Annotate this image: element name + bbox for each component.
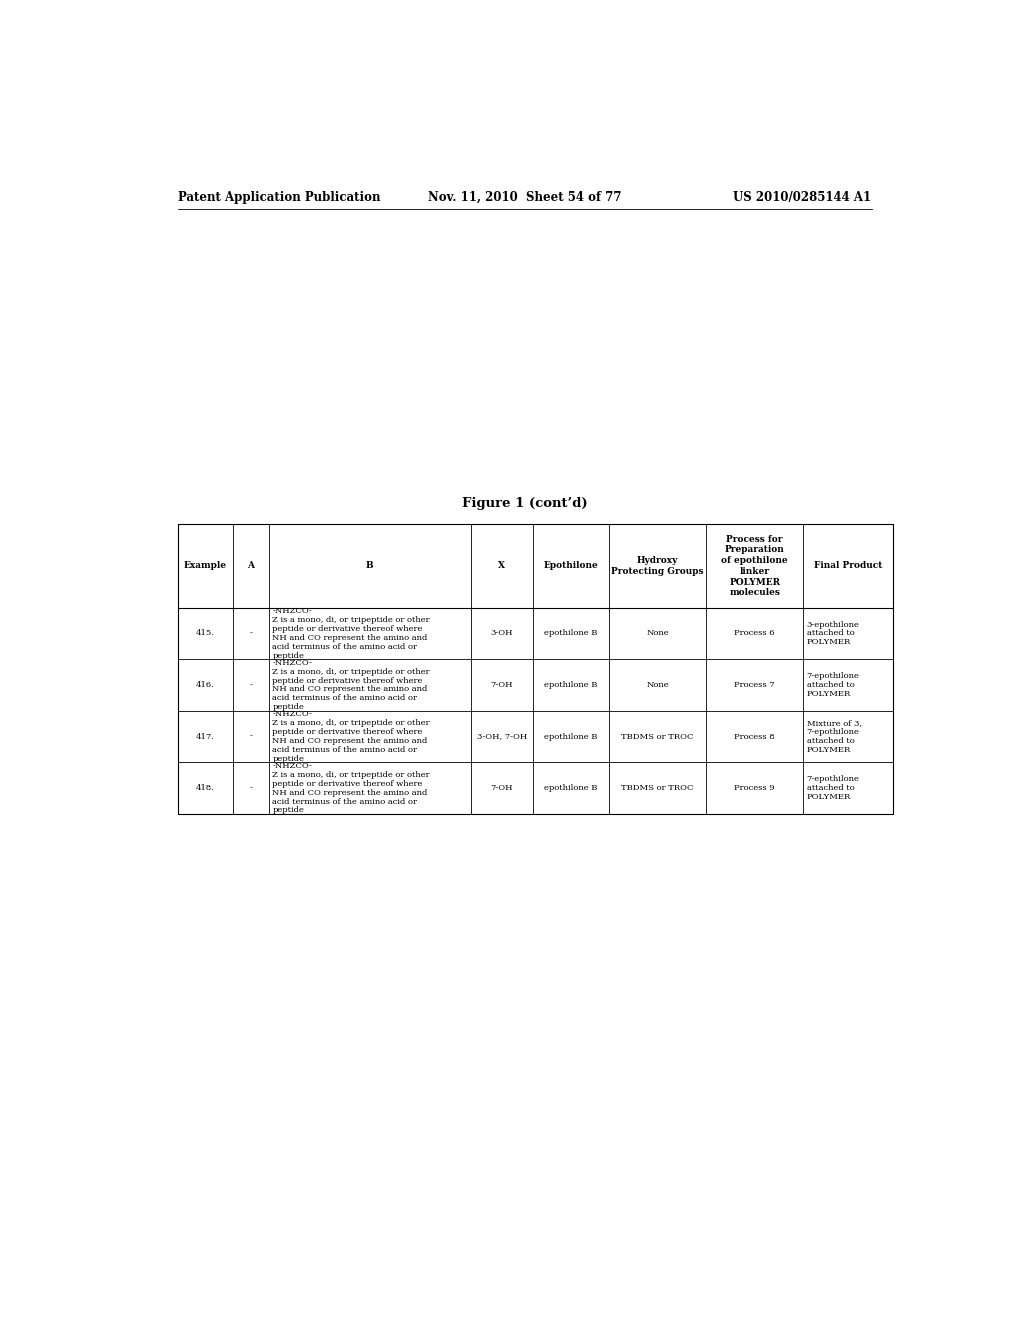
Text: A: A bbox=[248, 561, 254, 570]
Text: None: None bbox=[646, 630, 669, 638]
Text: 7-OH: 7-OH bbox=[490, 784, 513, 792]
Text: 418.: 418. bbox=[196, 784, 215, 792]
Text: 3-OH: 3-OH bbox=[490, 630, 513, 638]
Text: -NHZCO-
Z is a mono, di, or tripeptide or other
peptide or derivative thereof wh: -NHZCO- Z is a mono, di, or tripeptide o… bbox=[272, 659, 430, 711]
Text: -: - bbox=[250, 733, 252, 741]
Text: 3-epothilone
attached to
POLYMER: 3-epothilone attached to POLYMER bbox=[807, 620, 859, 647]
Text: Patent Application Publication: Patent Application Publication bbox=[178, 190, 381, 203]
Text: Example: Example bbox=[184, 561, 227, 570]
Text: Process 8: Process 8 bbox=[734, 733, 775, 741]
Text: -: - bbox=[250, 630, 252, 638]
Text: Hydroxy
Protecting Groups: Hydroxy Protecting Groups bbox=[611, 556, 703, 576]
Text: 416.: 416. bbox=[196, 681, 215, 689]
Text: Figure 1 (cont’d): Figure 1 (cont’d) bbox=[462, 498, 588, 511]
Text: epothilone B: epothilone B bbox=[544, 630, 598, 638]
Text: -: - bbox=[250, 681, 252, 689]
Text: Final Product: Final Product bbox=[814, 561, 883, 570]
Text: -: - bbox=[250, 784, 252, 792]
Text: Process 9: Process 9 bbox=[734, 784, 775, 792]
Text: 7-OH: 7-OH bbox=[490, 681, 513, 689]
Text: Mixture of 3,
7-epothilone
attached to
POLYMER: Mixture of 3, 7-epothilone attached to P… bbox=[807, 719, 861, 754]
Text: 417.: 417. bbox=[196, 733, 215, 741]
Text: -NHZCO-
Z is a mono, di, or tripeptide or other
peptide or derivative thereof wh: -NHZCO- Z is a mono, di, or tripeptide o… bbox=[272, 607, 430, 660]
Text: 3-OH, 7-OH: 3-OH, 7-OH bbox=[476, 733, 526, 741]
Text: 415.: 415. bbox=[196, 630, 215, 638]
Text: TBDMS or TROC: TBDMS or TROC bbox=[622, 733, 693, 741]
Text: epothilone B: epothilone B bbox=[544, 784, 598, 792]
Text: Nov. 11, 2010  Sheet 54 of 77: Nov. 11, 2010 Sheet 54 of 77 bbox=[428, 190, 622, 203]
Text: Process 6: Process 6 bbox=[734, 630, 775, 638]
Text: -NHZCO-
Z is a mono, di, or tripeptide or other
peptide or derivative thereof wh: -NHZCO- Z is a mono, di, or tripeptide o… bbox=[272, 762, 430, 814]
Text: TBDMS or TROC: TBDMS or TROC bbox=[622, 784, 693, 792]
Text: Epothilone: Epothilone bbox=[544, 561, 598, 570]
Text: None: None bbox=[646, 681, 669, 689]
Bar bbox=[178, 524, 893, 814]
Text: epothilone B: epothilone B bbox=[544, 733, 598, 741]
Text: -NHZCO-
Z is a mono, di, or tripeptide or other
peptide or derivative thereof wh: -NHZCO- Z is a mono, di, or tripeptide o… bbox=[272, 710, 430, 763]
Text: epothilone B: epothilone B bbox=[544, 681, 598, 689]
Text: Process for
Preparation
of epothilone
linker
POLYMER
molecules: Process for Preparation of epothilone li… bbox=[722, 535, 788, 598]
Text: 7-epothilone
attached to
POLYMER: 7-epothilone attached to POLYMER bbox=[807, 775, 859, 801]
Text: B: B bbox=[366, 561, 374, 570]
Text: Process 7: Process 7 bbox=[734, 681, 775, 689]
Text: US 2010/0285144 A1: US 2010/0285144 A1 bbox=[733, 190, 871, 203]
Text: 7-epothilone
attached to
POLYMER: 7-epothilone attached to POLYMER bbox=[807, 672, 859, 698]
Text: X: X bbox=[499, 561, 505, 570]
